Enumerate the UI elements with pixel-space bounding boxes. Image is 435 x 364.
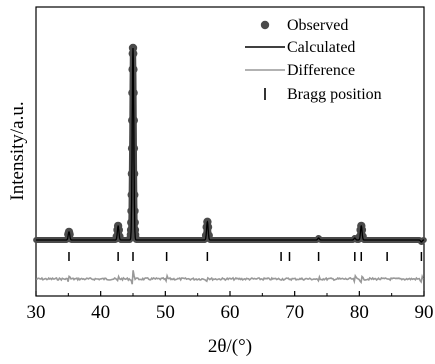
legend: Observed Calculated Difference Bragg positi… — [245, 17, 382, 103]
y-axis-title: Intensity/a.u. — [7, 101, 28, 200]
x-axis-title: 2θ/(°) — [208, 336, 252, 357]
x-tick-label: 50 — [156, 302, 175, 323]
legend-label: Bragg position — [287, 86, 382, 103]
observed-series — [33, 47, 427, 245]
x-tick-label: 70 — [285, 302, 304, 323]
legend-label: Difference — [287, 62, 355, 79]
legend-label: Observed — [287, 17, 348, 34]
plot-frame — [35, 6, 425, 297]
legend-label: Calculated — [287, 39, 355, 56]
x-axis: 30 40 50 60 70 80 90 — [27, 291, 434, 323]
x-tick-label: 80 — [350, 302, 369, 323]
x-tick-label: 30 — [27, 302, 46, 323]
x-tick-label: 90 — [415, 302, 434, 323]
x-tick-label: 40 — [91, 302, 110, 323]
x-tick-label: 60 — [221, 302, 240, 323]
calculated-series — [36, 47, 425, 243]
legend-marker-observed — [260, 20, 270, 30]
series-layer — [33, 43, 427, 285]
difference-series — [36, 270, 424, 285]
